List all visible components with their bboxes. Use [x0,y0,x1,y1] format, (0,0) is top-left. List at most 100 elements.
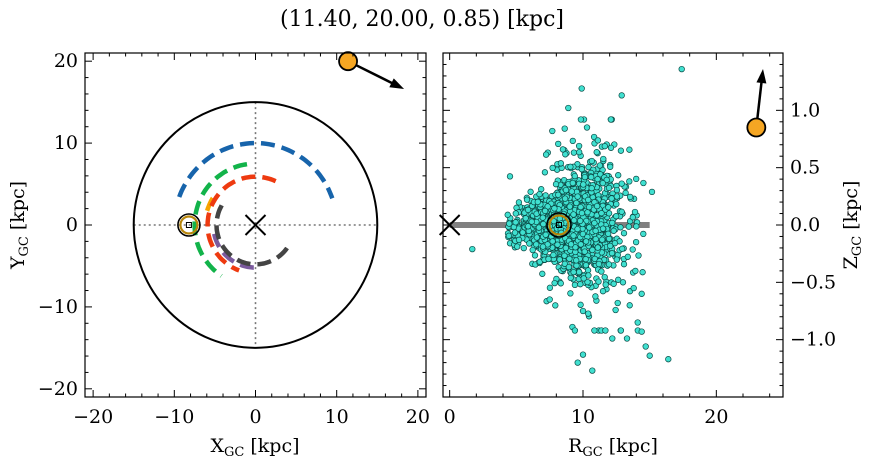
star-point [593,202,601,210]
star-point [585,196,592,204]
star-point [561,195,569,202]
star-point [633,223,640,230]
right-y-axis-label: ZGC [kpc] [840,181,865,270]
left-sun-ring [179,215,199,235]
star-point [581,173,589,181]
star-point [582,256,589,263]
star-point [607,163,614,170]
star-point [572,244,579,251]
star-point [526,240,533,247]
star-point [619,279,627,286]
star-point [591,219,598,227]
star-point [632,238,640,246]
star-point [546,284,554,291]
right-plot-content [438,65,767,374]
star-point [575,268,583,276]
star-point [539,270,546,277]
star-point [584,209,591,216]
star-point [514,243,521,250]
star-point [646,352,653,359]
star-point [578,166,585,173]
left-xtick-label: −20 [73,406,113,428]
star-point [578,209,586,217]
star-point [567,163,574,170]
star-point [570,268,577,276]
star-point [571,281,579,289]
star-point [588,185,595,192]
star-point [529,246,536,254]
star-point [615,276,622,283]
star-point [618,92,625,99]
star-point [605,261,613,268]
star-point [608,250,616,257]
star-point [562,244,569,252]
right-xtick-label: 10 [571,406,595,428]
star-point [534,198,541,206]
star-point [512,210,519,217]
star-point [469,245,476,253]
star-point [601,143,608,150]
right-ytick-label: −0.5 [790,271,836,293]
star-point [520,244,527,252]
star-point [625,223,632,230]
star-point [626,193,634,201]
star-point [595,278,602,285]
star-point [577,301,584,308]
star-point [569,179,576,187]
star-point [566,203,573,210]
star-point [542,192,549,199]
right-ytick-label: 1.0 [790,99,820,121]
star-point [631,208,639,216]
star-point [585,272,592,279]
star-point [575,142,583,150]
star-point [582,238,590,245]
left-ytick-label: 20 [54,50,78,72]
star-point [618,208,625,215]
right-velocity-arrow-head [756,69,767,84]
star-point [577,116,585,123]
left-galactic-center-marker [244,214,267,236]
star-point [559,146,567,153]
star-point [571,172,578,180]
star-point [595,260,603,268]
star-point [506,220,513,227]
star-point [533,241,540,248]
right-sun-ring [548,214,570,236]
star-point [665,356,672,363]
left-ytick-label: 10 [54,132,78,154]
star-point [640,230,647,238]
star-point [626,302,633,309]
star-point [577,217,584,225]
star-point [609,335,616,342]
star-point [504,211,511,218]
star-point [634,319,641,326]
star-point [577,203,584,211]
right-sun-center [556,222,562,228]
star-point [593,149,600,156]
star-point [588,157,595,165]
star-point [601,273,608,281]
star-point [566,255,573,262]
star-point [582,262,590,269]
left-panel-xy: −20 −10 0 10 20 −20 −10 0 10 20 XGC [kpc] YGC [kp… [7,50,430,460]
star-point [574,225,581,233]
star-point [545,255,552,263]
star-point [586,224,593,231]
star-point [613,193,621,200]
star-point [639,269,646,276]
star-point [579,307,587,315]
star-point [579,351,587,358]
star-point [555,140,562,148]
star-point [598,210,605,217]
star-point [614,299,621,307]
star-point [613,186,621,194]
star-point [638,290,645,297]
star-point [561,252,568,259]
star-point [527,188,534,195]
star-point [565,104,572,112]
star-point [584,278,591,286]
star-point [577,241,584,248]
spiral-arm-purple [212,233,258,270]
star-point [642,343,649,350]
star-point [519,229,526,236]
